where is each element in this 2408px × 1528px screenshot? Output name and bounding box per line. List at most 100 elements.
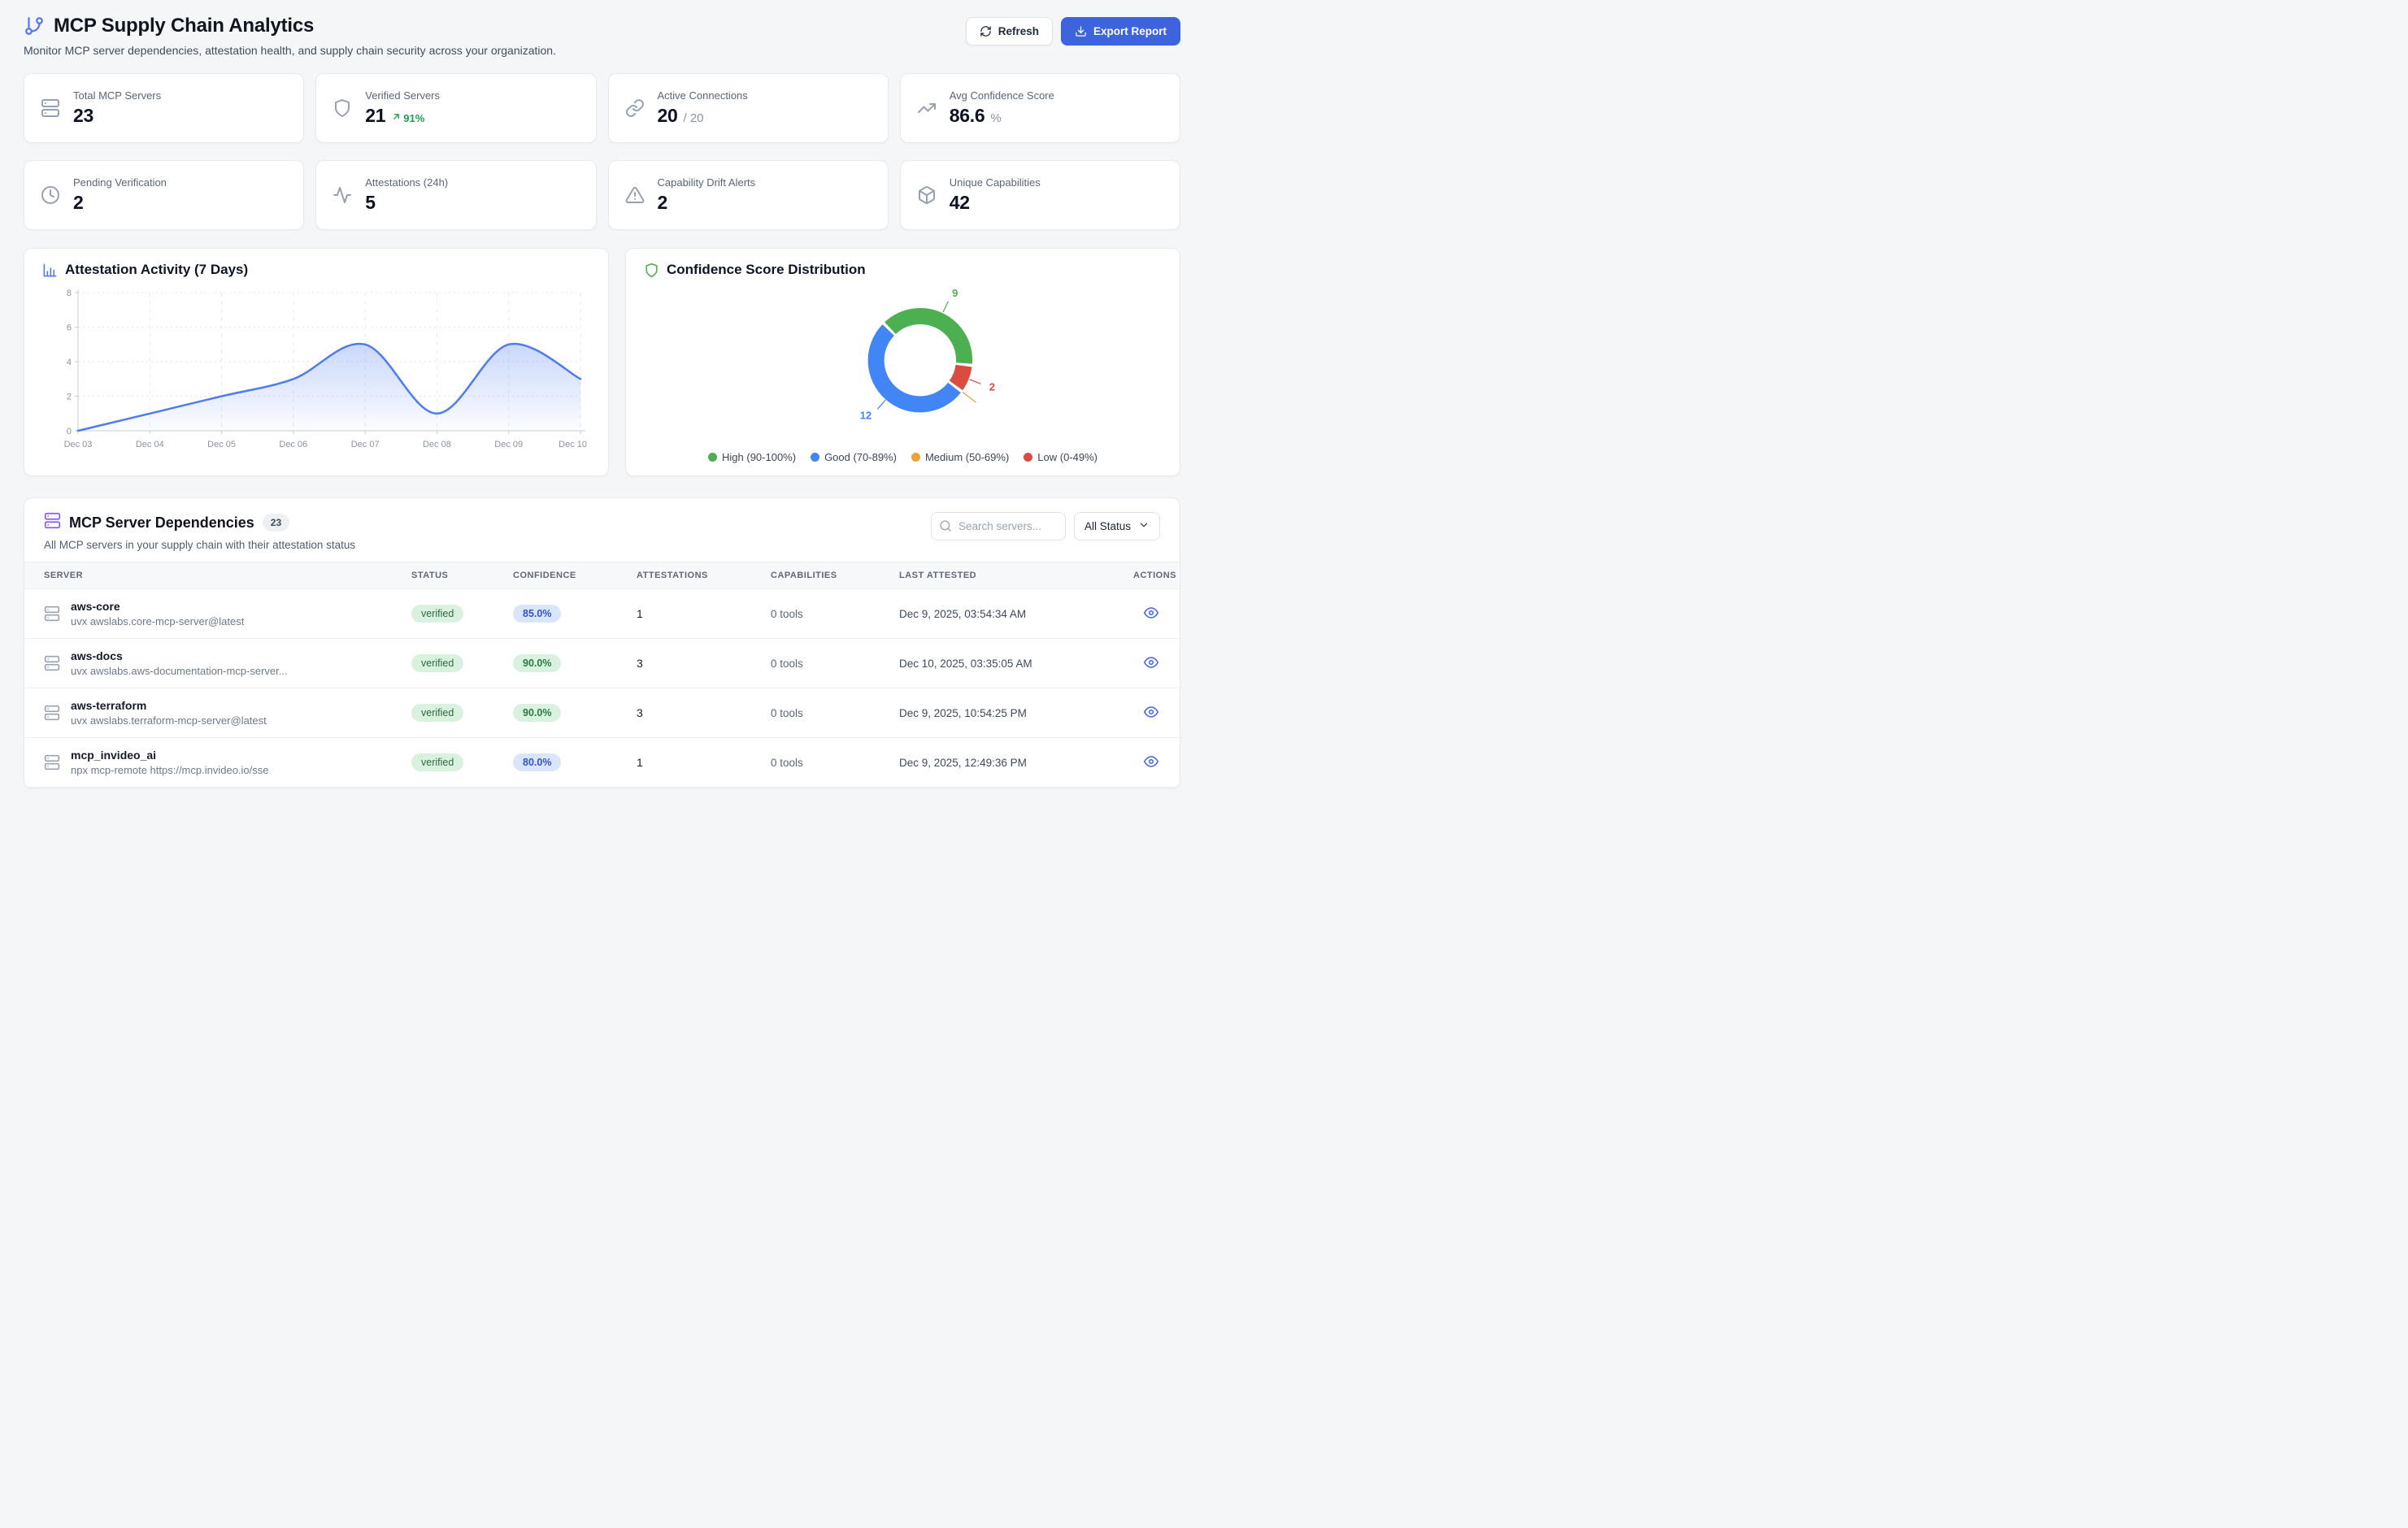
stat-value: 5: [365, 192, 376, 213]
capabilities-count: 0 tools: [771, 706, 803, 719]
svg-text:9: 9: [952, 287, 958, 299]
server-icon: [44, 512, 61, 533]
server-name: aws-core: [71, 600, 120, 613]
table-subtitle: All MCP servers in your supply chain wit…: [44, 539, 356, 551]
svg-text:8: 8: [67, 289, 72, 298]
stat-suffix: %: [990, 111, 1002, 125]
git-branch-icon: [24, 15, 45, 37]
server-cell: aws-terraform uvx awslabs.terraform-mcp-s…: [44, 699, 411, 727]
stat-card-total-servers: Total MCP Servers 23: [24, 73, 305, 143]
server-name: aws-terraform: [71, 699, 147, 712]
legend-label: Medium (50-69%): [924, 451, 1010, 463]
stat-trend: 91%: [391, 111, 424, 124]
capabilities-count: 0 tools: [771, 756, 803, 769]
search-input[interactable]: [930, 512, 1066, 540]
page-header: MCP Supply Chain Analytics Monitor MCP s…: [24, 15, 1180, 57]
legend-item: Low (0-49%): [1024, 451, 1098, 463]
stat-label: Capability Drift Alerts: [657, 176, 756, 189]
legend-item: Good (70-89%): [811, 451, 897, 463]
server-icon: [41, 98, 60, 118]
last-attested-date: Dec 9, 2025, 03:54:34 AM: [899, 607, 1027, 620]
table-row: aws-terraform uvx awslabs.terraform-mcp-s…: [24, 688, 1180, 738]
attestations-count: 3: [637, 706, 643, 719]
activity-icon: [333, 185, 352, 205]
server-icon: [44, 754, 60, 771]
shield-icon: [644, 263, 659, 278]
legend-label: Low (0-49%): [1037, 451, 1098, 463]
shield-icon: [333, 98, 352, 118]
svg-text:12: 12: [860, 410, 871, 422]
legend-dot: [1024, 453, 1033, 462]
link-icon: [625, 98, 645, 118]
chart-title: Attestation Activity (7 Days): [65, 262, 249, 277]
server-name: mcp_invideo_ai: [71, 749, 157, 762]
server-icon: [44, 705, 60, 721]
server-table-body: aws-core uvx awslabs.core-mcp-server@late…: [24, 589, 1180, 788]
confidence-badge: 90.0%: [513, 704, 562, 722]
chevron-down-icon: [1138, 519, 1150, 533]
eye-icon: [1144, 705, 1158, 722]
server-cell: aws-core uvx awslabs.core-mcp-server@late…: [44, 600, 411, 627]
legend-dot: [708, 453, 718, 462]
attestations-count: 1: [637, 756, 643, 769]
stat-card-avg-confidence: Avg Confidence Score 86.6%: [899, 73, 1180, 143]
svg-text:2: 2: [67, 393, 72, 402]
legend-label: High (90-100%): [722, 451, 797, 463]
stat-label: Total MCP Servers: [73, 89, 162, 102]
status-filter-select[interactable]: All Status: [1073, 512, 1160, 540]
arrow-up-right-icon: [391, 111, 402, 124]
view-server-button[interactable]: [1142, 604, 1160, 624]
stat-suffix: / 20: [683, 111, 704, 125]
svg-text:Dec 07: Dec 07: [351, 440, 380, 449]
export-report-button[interactable]: Export Report: [1060, 17, 1180, 46]
svg-text:0: 0: [67, 427, 72, 436]
stat-value: 2: [73, 192, 84, 213]
stat-value: 21: [365, 105, 386, 126]
donut-legend: High (90-100%) Good (70-89%) Medium (50-69…: [644, 451, 1162, 463]
svg-text:Dec 06: Dec 06: [279, 440, 307, 449]
server-name: aws-docs: [71, 649, 123, 662]
server-cell: aws-docs uvx awslabs.aws-documentation-mc…: [44, 649, 411, 677]
svg-text:Dec 08: Dec 08: [423, 440, 451, 449]
stats-grid: Total MCP Servers 23 Verified Servers 21…: [24, 73, 1180, 230]
trending-up-icon: [917, 98, 937, 118]
server-dependencies-card: MCP Server Dependencies 23 All MCP serve…: [24, 497, 1180, 788]
confidence-distribution-card: Confidence Score Distribution 9 2 12 High …: [625, 248, 1180, 476]
stat-value: 23: [73, 105, 93, 126]
stat-card-active-connections: Active Connections 20 / 20: [607, 73, 889, 143]
table-row: mcp_invideo_ai npx mcp-remote https://mcp…: [24, 738, 1180, 788]
table-row: aws-core uvx awslabs.core-mcp-server@late…: [24, 589, 1180, 639]
server-icon: [44, 655, 60, 671]
download-icon: [1075, 25, 1087, 37]
page-title: MCP Supply Chain Analytics: [54, 15, 315, 37]
attestation-activity-card: Attestation Activity (7 Days) 0 2 4 6 8 Dec 0…: [24, 248, 609, 476]
stat-value: 86.6: [949, 105, 985, 126]
svg-text:6: 6: [67, 323, 72, 333]
table-header-row: Server Status Confidence Attestations Ca…: [24, 562, 1180, 589]
last-attested-date: Dec 10, 2025, 03:35:05 AM: [899, 657, 1032, 670]
stat-value: 20: [657, 105, 678, 126]
capabilities-count: 0 tools: [771, 607, 803, 620]
stat-card-attestations-24h: Attestations (24h) 5: [315, 160, 597, 230]
page-subtitle: Monitor MCP server dependencies, attesta…: [24, 44, 556, 57]
stat-label: Pending Verification: [73, 176, 167, 189]
server-command: uvx awslabs.aws-documentation-mcp-server…: [71, 665, 288, 677]
view-server-button[interactable]: [1142, 653, 1160, 674]
svg-text:2: 2: [989, 380, 995, 393]
svg-text:Dec 04: Dec 04: [136, 440, 164, 449]
confidence-badge: 85.0%: [513, 605, 562, 623]
table-title: MCP Server Dependencies: [69, 514, 254, 531]
alert-triangle-icon: [625, 185, 645, 205]
stat-label: Avg Confidence Score: [949, 89, 1054, 102]
stat-card-pending-verification: Pending Verification 2: [24, 160, 305, 230]
server-cell: mcp_invideo_ai npx mcp-remote https://mcp…: [44, 749, 411, 776]
capabilities-count: 0 tools: [771, 657, 803, 670]
search-icon: [939, 519, 952, 536]
status-badge: verified: [411, 753, 464, 771]
refresh-button[interactable]: Refresh: [965, 17, 1053, 46]
stat-label: Attestations (24h): [365, 176, 449, 189]
chart-title: Confidence Score Distribution: [667, 262, 866, 277]
view-server-button[interactable]: [1142, 753, 1160, 773]
stat-card-capability-drift: Capability Drift Alerts 2: [607, 160, 889, 230]
view-server-button[interactable]: [1142, 703, 1160, 723]
